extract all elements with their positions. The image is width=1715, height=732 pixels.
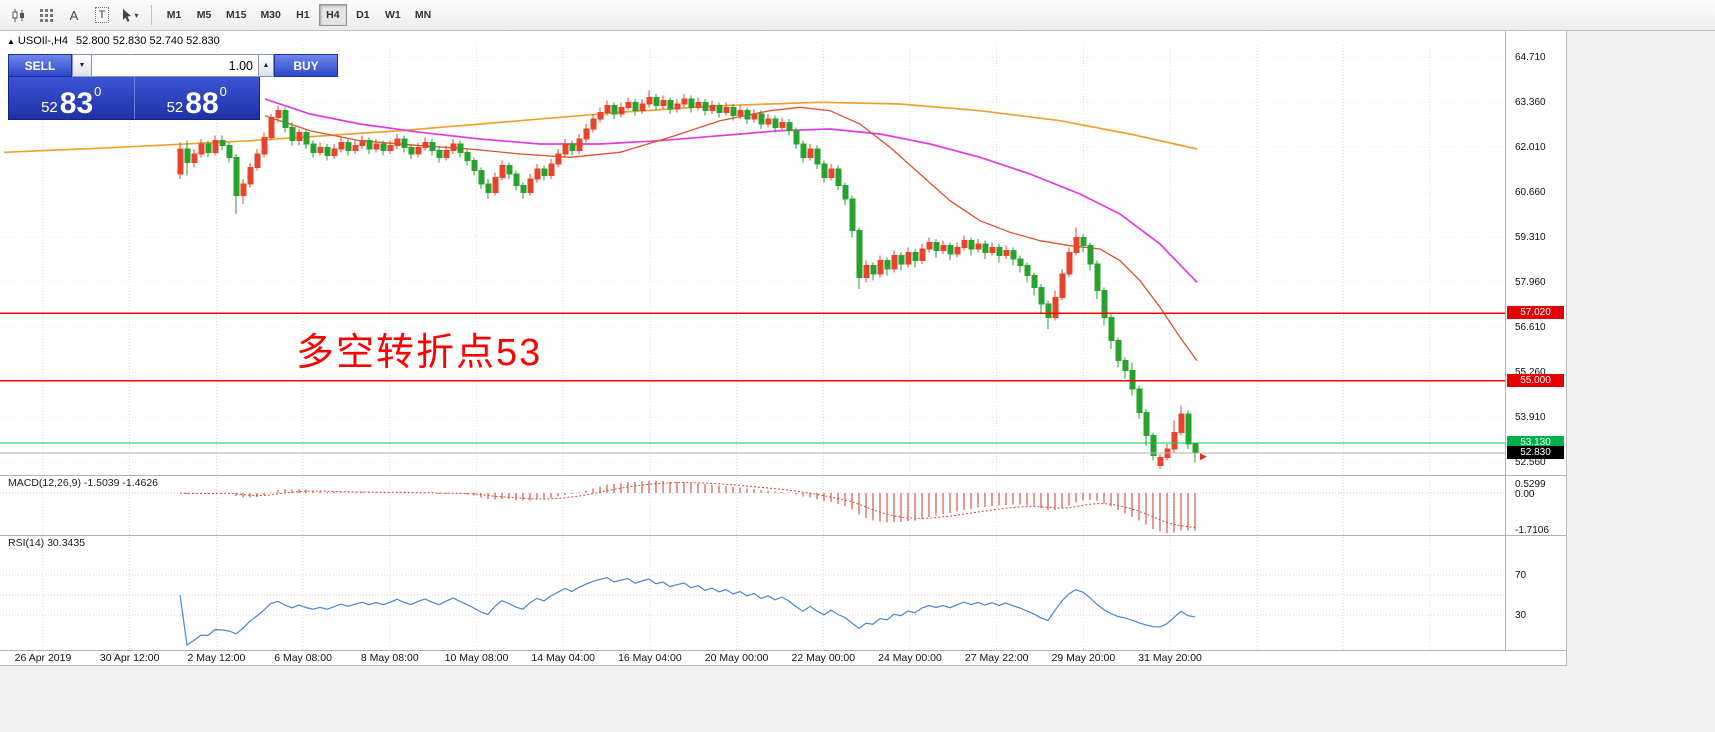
text-label-tool-button[interactable]: T bbox=[89, 3, 115, 27]
price-tick-label: 55.260 bbox=[1515, 367, 1546, 378]
symbol-timeframe-label: USOIl-,H4 bbox=[17, 35, 69, 47]
timeframe-w1[interactable]: W1 bbox=[379, 4, 407, 26]
sell-button[interactable]: SELL bbox=[8, 54, 72, 77]
toolbar-separator bbox=[151, 5, 152, 25]
timeframe-h1[interactable]: H1 bbox=[289, 4, 317, 26]
time-label: 14 May 04:00 bbox=[531, 652, 596, 664]
text-tool-button[interactable]: A bbox=[61, 3, 87, 27]
buy-price-big: 88 bbox=[185, 86, 219, 120]
time-label: 30 Apr 12:00 bbox=[99, 652, 160, 664]
time-label: 8 May 08:00 bbox=[360, 652, 419, 664]
time-axis-separator bbox=[0, 650, 1567, 651]
price-tick-label: 63.360 bbox=[1515, 97, 1546, 108]
level-price-label: 57.020 bbox=[1507, 306, 1564, 320]
level-price-label: 53.130 bbox=[1507, 436, 1564, 449]
time-axis[interactable]: 26 Apr 2019 30 Apr 12:00 2 May 12:00 6 May … bbox=[0, 652, 1505, 666]
volume-dropdown-button[interactable]: ▼ bbox=[72, 54, 92, 77]
time-label: 24 May 00:00 bbox=[878, 652, 942, 664]
text-tool-label: A bbox=[69, 7, 79, 23]
chart-annotation-text: 多空转折点53 bbox=[296, 332, 543, 374]
candlestick-chart-icon[interactable] bbox=[5, 3, 31, 27]
buy-button[interactable]: BUY bbox=[274, 54, 338, 77]
chart-title: ▲ USOIl-,H4 52.800 52.830 52.740 52.830 bbox=[7, 35, 220, 47]
chart-window: ▲ USOIl-,H4 52.800 52.830 52.740 52.830 SE… bbox=[0, 31, 1567, 666]
rsi-panel-resize-handle[interactable] bbox=[0, 535, 1567, 536]
chevron-up-icon: ▲ bbox=[262, 62, 270, 69]
sell-price-prefix: 52 bbox=[41, 98, 58, 116]
price-tick-label: 62.010 bbox=[1515, 142, 1546, 153]
time-label: 2 May 12:00 bbox=[187, 652, 246, 664]
time-label: 20 May 00:00 bbox=[704, 652, 769, 664]
rsi-level-label: 70 bbox=[1515, 570, 1527, 581]
price-tick-label: 57.960 bbox=[1515, 277, 1546, 288]
cursor-icon bbox=[123, 9, 132, 22]
time-label: 10 May 08:00 bbox=[444, 652, 509, 664]
timeframe-mn[interactable]: MN bbox=[409, 4, 437, 26]
time-label: 27 May 22:00 bbox=[964, 652, 1029, 664]
price-tick-label: 59.310 bbox=[1515, 232, 1546, 243]
time-label: 6 May 08:00 bbox=[274, 652, 332, 664]
timeframe-m30[interactable]: M30 bbox=[254, 4, 286, 26]
ohlc-values: 52.800 52.830 52.740 52.830 bbox=[76, 35, 220, 47]
chevron-down-icon: ▾ bbox=[134, 10, 139, 20]
sell-price[interactable]: 52 83 0 bbox=[9, 77, 135, 119]
buy-price[interactable]: 52 88 0 bbox=[135, 77, 260, 119]
volume-increase-button[interactable]: ▲ bbox=[258, 54, 274, 77]
time-label: 29 May 20:00 bbox=[1051, 652, 1116, 664]
current-price-label: 52.830 bbox=[1507, 446, 1564, 459]
time-label: 16 May 04:00 bbox=[618, 652, 682, 664]
rsi-label: RSI(14) 30.3435 bbox=[8, 537, 86, 549]
price-tick-label: 52.560 bbox=[1515, 457, 1546, 468]
buy-price-pip: 0 bbox=[219, 84, 227, 99]
price-axis-separator bbox=[1505, 31, 1506, 650]
timeframe-m5[interactable]: M5 bbox=[190, 4, 218, 26]
macd-panel-res bbox=[0, 475, 1567, 476]
top-toolbar: A T ▾ M1 M5 M15 M30 H1 H4 D1 W1 MN bbox=[0, 0, 1715, 31]
chevron-down-icon: ▼ bbox=[78, 62, 86, 69]
timeframe-h4[interactable]: H4 bbox=[318, 4, 347, 26]
time-label: 26 Apr 2019 bbox=[14, 652, 72, 664]
macd-label: MACD(12,26,9) -1.5039 -1.4626 bbox=[8, 477, 158, 489]
price-tick-label: 56.610 bbox=[1515, 322, 1546, 333]
chart-canvas[interactable] bbox=[0, 31, 1505, 650]
price-tick-label: 64.710 bbox=[1515, 52, 1546, 63]
macd-zero-label: 0.00 bbox=[1515, 489, 1535, 501]
text-label-tool-label: T bbox=[94, 7, 110, 23]
buy-price-prefix: 52 bbox=[166, 98, 184, 116]
grid-icon[interactable] bbox=[33, 3, 59, 27]
timeframe-d1[interactable]: D1 bbox=[349, 4, 377, 26]
time-label: 22 May 00:00 bbox=[791, 652, 856, 664]
level-price-label: 55.000 bbox=[1507, 373, 1564, 387]
volume-input[interactable] bbox=[92, 54, 258, 77]
timeframe-m1[interactable]: M1 bbox=[160, 4, 188, 26]
macd-max-label: 0.5299 bbox=[1515, 479, 1546, 490]
macd-min-label: -1.7106 bbox=[1515, 525, 1549, 536]
price-tick-label: 53.910 bbox=[1515, 412, 1546, 423]
one-click-trading-panel: SELL ▼ ▲ BUY 52 83 0 52 88 0 bbox=[8, 54, 338, 120]
sell-price-big: 83 bbox=[59, 86, 94, 120]
timeframe-m15[interactable]: M15 bbox=[220, 4, 252, 26]
time-label: 31 May 20:00 bbox=[1138, 652, 1202, 664]
collapse-icon: ▲ bbox=[7, 37, 15, 46]
cursor-tool-button[interactable]: ▾ bbox=[117, 3, 143, 27]
price-axis[interactable]: 64.710 63.360 62.010 60.660 59.310 57.960 56.6… bbox=[1506, 31, 1567, 650]
rsi-level-label: 30 bbox=[1515, 610, 1527, 621]
sell-price-pip: 0 bbox=[94, 84, 102, 99]
price-tick-label: 60.660 bbox=[1515, 187, 1546, 198]
